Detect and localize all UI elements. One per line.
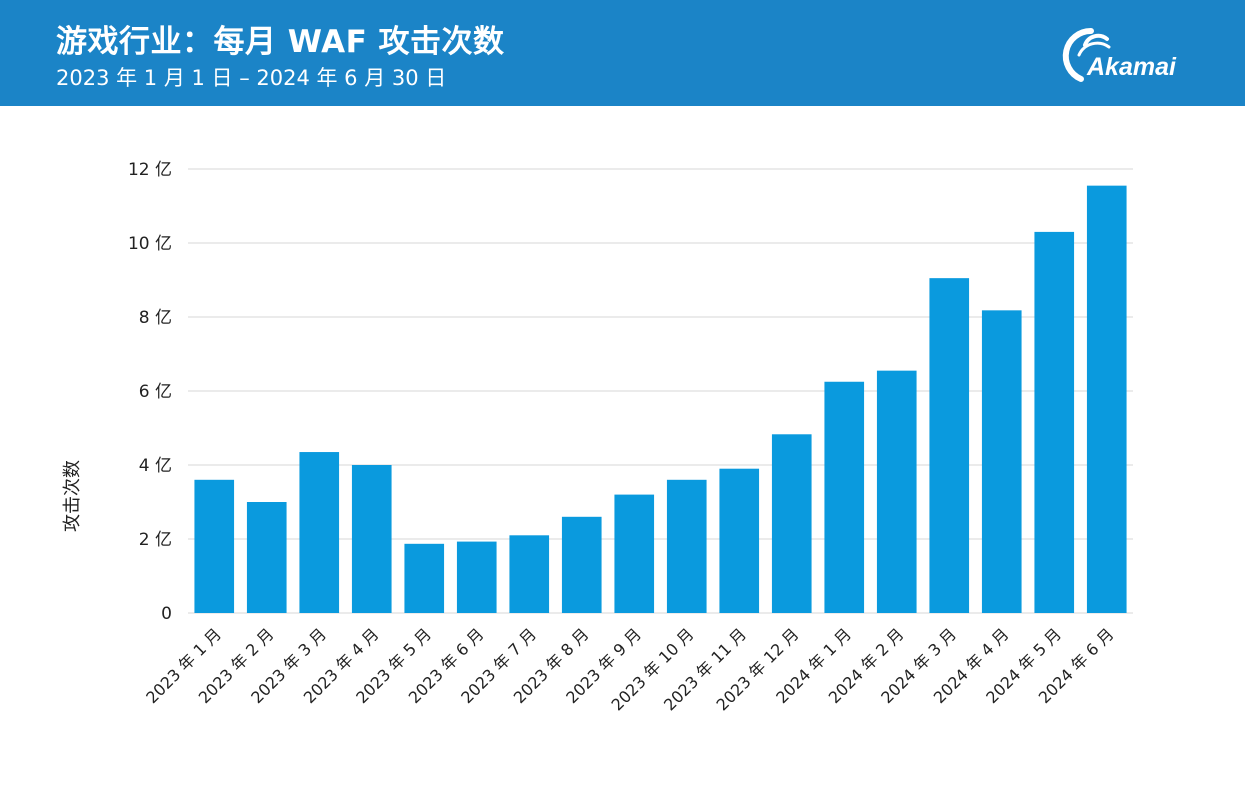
bar <box>404 543 445 613</box>
bar <box>824 381 865 613</box>
y-axis-ticks: 0 2 亿 4 亿 6 亿 8 亿 10 亿 12 亿 <box>128 160 172 624</box>
bar <box>719 468 760 613</box>
bar <box>246 502 287 613</box>
bar <box>929 278 970 613</box>
bars <box>194 185 1127 613</box>
y-tick-label: 0 <box>161 604 172 624</box>
bar <box>666 479 707 613</box>
akamai-logo: Akamai <box>1062 27 1177 82</box>
bar <box>351 465 392 613</box>
header-banner: 游戏行业：每月 WAF 攻击次数 2023 年 1 月 1 日 – 2024 年… <box>0 0 1245 106</box>
bar <box>771 434 812 613</box>
bar <box>614 494 655 613</box>
bar <box>1034 231 1075 613</box>
akamai-swoosh-icon <box>1062 27 1111 82</box>
bar <box>509 535 550 613</box>
y-tick-label: 12 亿 <box>128 160 172 180</box>
y-tick-label: 10 亿 <box>128 234 172 254</box>
y-tick-label: 4 亿 <box>139 456 172 476</box>
y-tick-label: 2 亿 <box>139 530 172 550</box>
chart-title: 游戏行业：每月 WAF 攻击次数 <box>56 24 505 60</box>
y-axis-label: 攻击次数 <box>62 460 83 532</box>
bar <box>1086 185 1127 613</box>
bar <box>456 541 497 613</box>
bar <box>561 516 602 613</box>
akamai-logo-text: Akamai <box>1086 53 1177 81</box>
bar <box>194 479 235 613</box>
y-tick-label: 6 亿 <box>139 382 172 402</box>
bar <box>299 452 340 613</box>
bar <box>876 370 917 613</box>
y-tick-label: 8 亿 <box>139 308 172 328</box>
grid-lines <box>188 168 1133 614</box>
chart-subtitle: 2023 年 1 月 1 日 – 2024 年 6 月 30 日 <box>56 66 447 90</box>
bar <box>981 310 1022 613</box>
